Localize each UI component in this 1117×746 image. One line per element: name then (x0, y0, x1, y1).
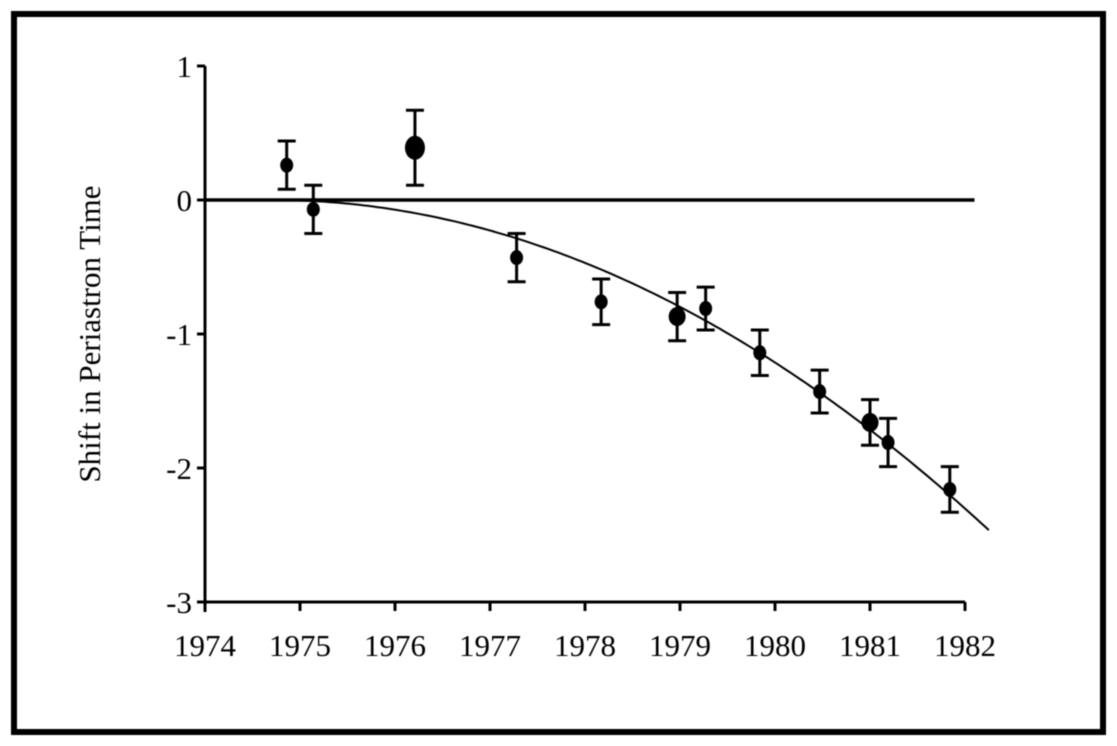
data-point (813, 384, 827, 400)
x-tick-label: 1974 (174, 628, 237, 663)
data-point (753, 345, 767, 361)
data-point (668, 307, 686, 327)
data-point (404, 135, 425, 160)
data-point (594, 294, 608, 310)
y-tick-label: -3 (166, 585, 192, 620)
x-tick-label: 1982 (934, 628, 996, 663)
x-tick-label: 1976 (364, 628, 426, 663)
x-tick-label: 1979 (649, 628, 711, 663)
y-tick-label: 0 (177, 183, 193, 218)
data-point (699, 301, 713, 317)
data-point (280, 157, 294, 173)
x-tick-label: 1981 (839, 628, 901, 663)
x-tick-label: 1980 (744, 628, 806, 663)
data-point (306, 201, 320, 217)
y-axis-title: Shift in Periastron Time (72, 185, 107, 482)
y-tick-label: -1 (166, 317, 192, 352)
prediction-curve (263, 199, 990, 531)
y-tick-label: -2 (166, 451, 192, 486)
x-tick-label: 1977 (459, 628, 521, 663)
data-point (861, 412, 879, 432)
x-tick-label: 1975 (269, 628, 331, 663)
x-tick-label: 1978 (554, 628, 616, 663)
data-point (510, 250, 524, 266)
data-point (943, 481, 957, 497)
figure-border (11, 11, 1106, 735)
y-tick-label: 1 (177, 49, 193, 84)
data-point (881, 435, 895, 451)
